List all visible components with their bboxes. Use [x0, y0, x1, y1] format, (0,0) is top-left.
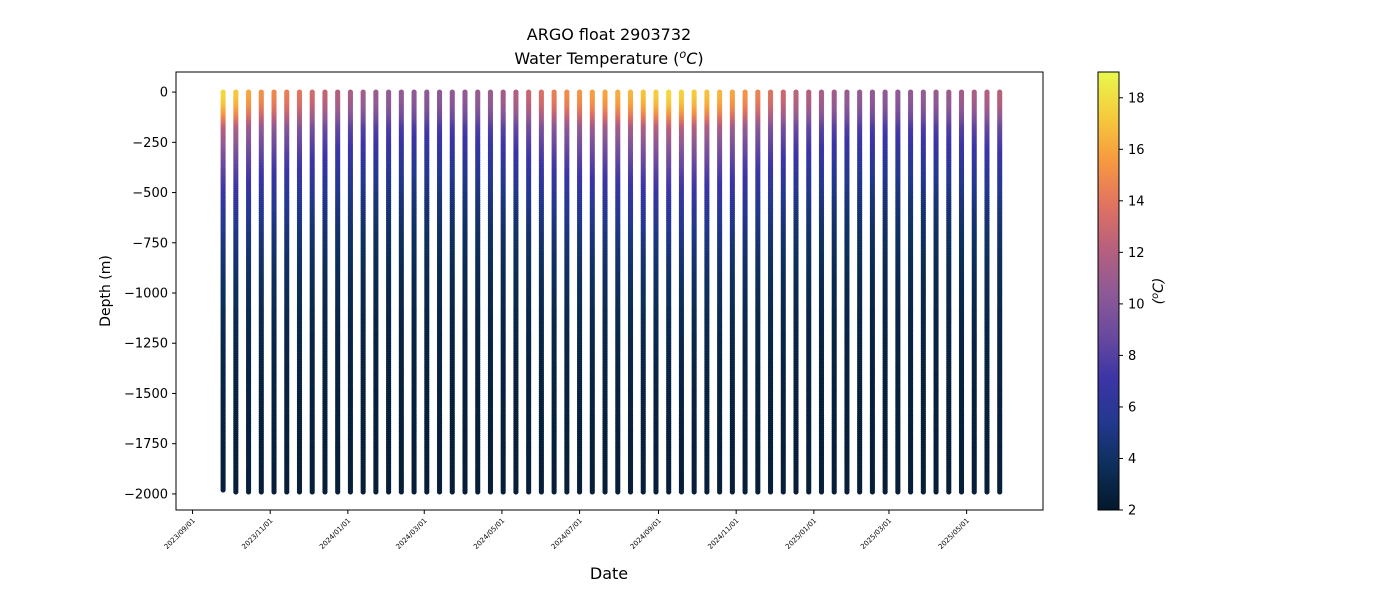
profile-column: [245, 89, 252, 495]
profile-point: [436, 489, 443, 495]
chart-subtitle-prefix: Water Temperature (: [514, 49, 679, 68]
profile-point: [271, 489, 277, 495]
profile-point: [309, 489, 315, 495]
profile-series: [220, 89, 1003, 495]
profile-column: [220, 89, 226, 493]
profile-point: [284, 489, 290, 495]
profile-point: [220, 487, 226, 493]
profile-column: [449, 89, 455, 495]
profile-point: [487, 489, 494, 495]
plot-area: [175, 71, 1044, 511]
profile-column: [284, 89, 290, 495]
profile-column: [360, 89, 366, 495]
profile-point: [335, 489, 341, 495]
profile-column: [233, 89, 239, 495]
profile-point: [475, 489, 481, 495]
profile-column: [398, 89, 404, 495]
chart-title: ARGO float 2903732: [527, 25, 691, 44]
chart-subtitle-suffix: ): [697, 49, 703, 68]
profile-column: [462, 89, 468, 495]
profile-column: [296, 89, 303, 495]
profile-point: [245, 489, 252, 495]
profile-point: [386, 489, 392, 495]
profile-column: [271, 89, 277, 495]
profile-column: [436, 89, 443, 495]
profile-column: [526, 89, 532, 495]
profile-point: [424, 489, 430, 495]
chart-subtitle: Water Temperature (oC): [514, 48, 703, 69]
profile-column: [475, 89, 481, 495]
profile-point: [462, 489, 468, 495]
profile-column: [322, 89, 328, 495]
profile-point: [373, 489, 379, 495]
profile-column: [335, 89, 341, 495]
profile-column: [386, 89, 392, 495]
profile-column: [424, 89, 430, 495]
profile-column: [487, 89, 494, 495]
profile-point: [233, 489, 239, 495]
profile-point: [513, 489, 519, 495]
profile-column: [258, 89, 264, 495]
profile-column: [513, 89, 519, 495]
profile-point: [258, 489, 264, 495]
profile-point: [500, 489, 506, 495]
profile-column: [347, 89, 354, 495]
profile-point: [322, 489, 328, 495]
profile-point: [360, 489, 366, 495]
profile-point: [347, 489, 354, 495]
profile-point: [449, 489, 455, 495]
profile-column: [373, 89, 379, 495]
chart-subtitle-unit: oC: [679, 48, 698, 69]
profile-point: [411, 489, 417, 495]
profile-column: [411, 89, 417, 495]
profile-point: [296, 489, 303, 495]
profile-point: [398, 489, 404, 495]
profile-column: [500, 89, 506, 495]
profile-column: [309, 89, 315, 495]
